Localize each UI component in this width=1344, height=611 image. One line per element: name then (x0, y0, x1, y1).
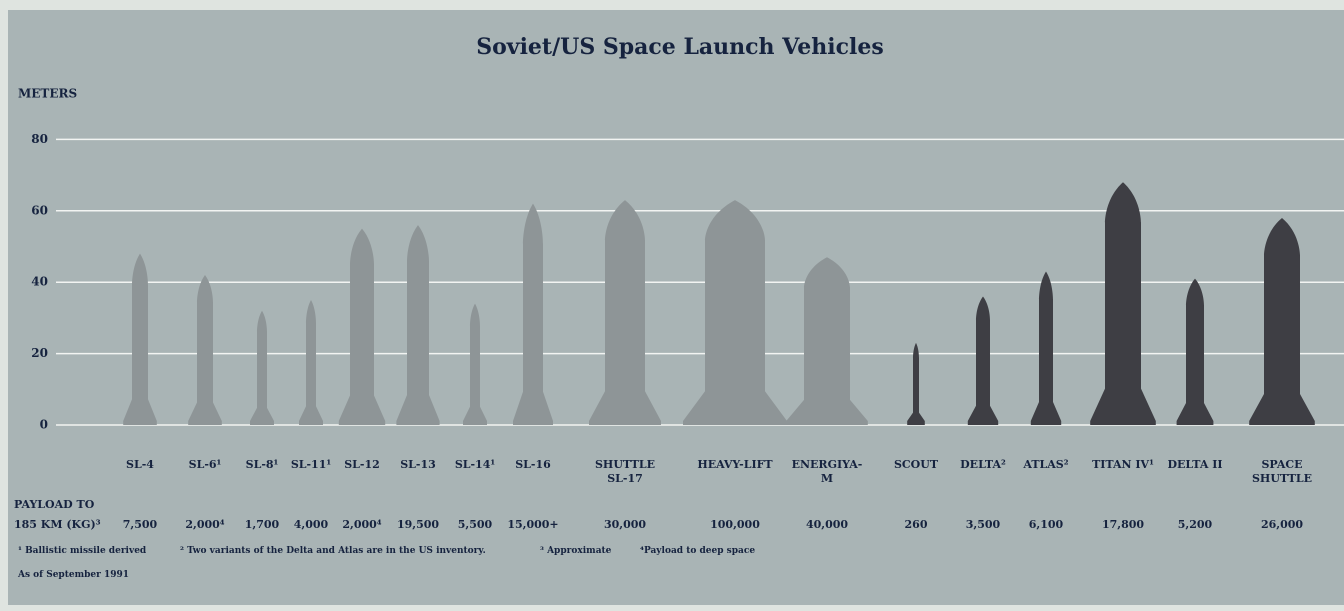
category-label: SL-16 (515, 458, 551, 471)
y-tick-label: 80 (31, 132, 48, 146)
footnote: ² Two variants of the Delta and Atlas ar… (180, 546, 486, 556)
payload-value: 40,000 (805, 518, 849, 531)
rocket (250, 310, 274, 425)
chart-title: Soviet/US Space Launch Vehicles (476, 34, 884, 60)
payload-value: 5,500 (457, 518, 493, 531)
payload-value: 5,200 (1177, 518, 1213, 531)
payload-value: 30,000 (603, 518, 647, 531)
rocket (1030, 271, 1062, 425)
y-tick-label: 0 (40, 418, 48, 432)
category-label: DELTA² (960, 458, 1006, 471)
rocket (907, 342, 925, 425)
y-tick-label: 20 (31, 346, 48, 360)
rocket (463, 303, 487, 425)
footnote: ³ Approximate (540, 546, 612, 556)
date-note: As of September 1991 (18, 570, 130, 580)
category-label: ENERGIYA-M (791, 458, 863, 485)
payload-value: 4,000 (293, 518, 329, 531)
payload-value: 260 (904, 518, 928, 531)
payload-label: PAYLOAD TO 185 KM (KG)³ (14, 498, 101, 531)
payload-value: 100,000 (710, 518, 760, 531)
category-label: HEAVY-LIFT (697, 458, 773, 471)
category-label: SL-6¹ (188, 458, 222, 471)
payload-value: 1,700 (244, 518, 280, 531)
rocket (188, 275, 222, 425)
category-label: TITAN IV¹ (1092, 458, 1154, 471)
rocket (967, 296, 999, 425)
footnote: ⁴Payload to deep space (640, 546, 756, 556)
category-label: SHUTTLE SL-17 (594, 458, 656, 485)
category-label: SL-13 (400, 458, 436, 471)
rocket (1249, 217, 1315, 425)
payload-value: 2,000⁴ (342, 518, 382, 531)
footnote: ¹ Ballistic missile derived (18, 546, 147, 556)
category-label: SPACE SHUTTLE (1251, 458, 1313, 485)
payload-value: 3,500 (965, 518, 1001, 531)
rocket (683, 200, 787, 425)
rocket (123, 253, 157, 425)
y-axis-label: METERS (18, 87, 77, 101)
payload-value: 2,000⁴ (185, 518, 225, 531)
rocket (1176, 278, 1214, 425)
category-label: SL-4 (126, 458, 154, 471)
rocket (786, 257, 868, 425)
category-label: SL-12 (344, 458, 380, 471)
category-label: SL-8¹ (245, 458, 279, 471)
payload-value: 26,000 (1260, 518, 1304, 531)
rocket (299, 300, 323, 425)
y-tick-label: 60 (31, 203, 48, 217)
category-label: DELTA II (1167, 458, 1223, 471)
payload-value: 7,500 (122, 518, 158, 531)
category-label: SL-14¹ (454, 458, 496, 471)
payload-value: 19,500 (396, 518, 440, 531)
category-label: SCOUT (893, 458, 939, 471)
rocket (338, 228, 386, 425)
payload-value: 15,000+ (507, 518, 559, 531)
rocket (1090, 182, 1156, 425)
payload-value: 6,100 (1028, 518, 1064, 531)
rocket (589, 200, 661, 425)
category-label: SL-11¹ (290, 458, 332, 471)
payload-value: 17,800 (1101, 518, 1145, 531)
y-tick-label: 40 (31, 275, 48, 289)
rocket (396, 225, 440, 425)
category-label: ATLAS² (1023, 458, 1069, 471)
rocket (513, 203, 553, 425)
